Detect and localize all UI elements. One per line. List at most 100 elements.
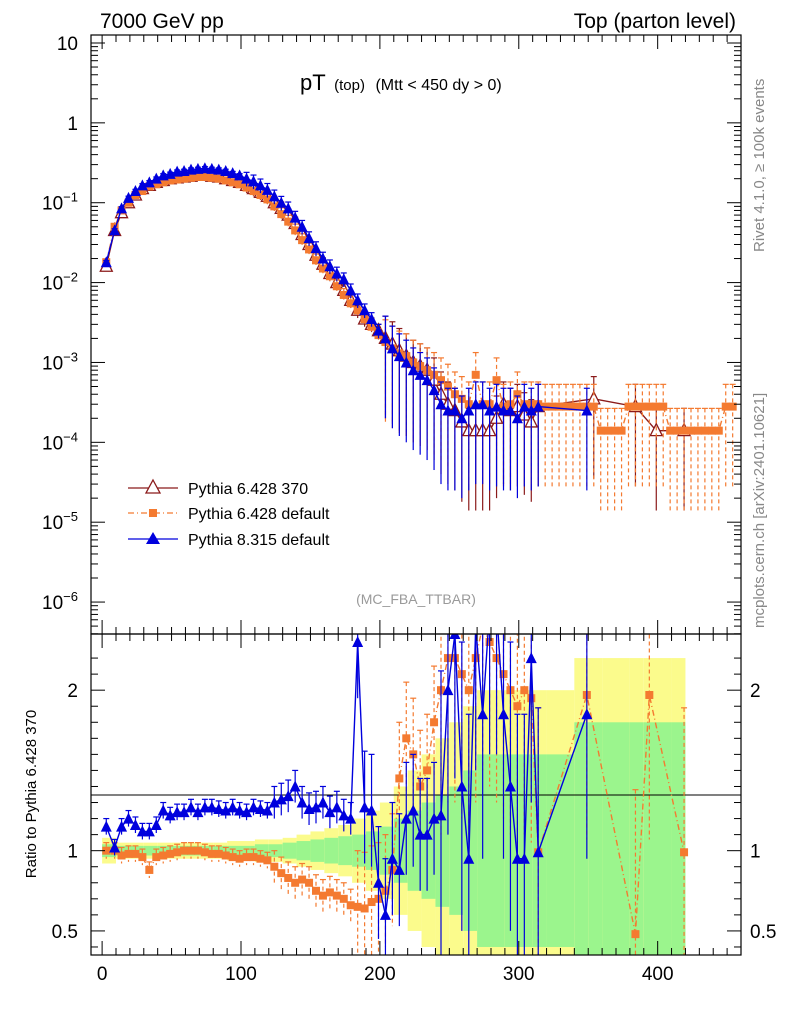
ratio-marker-triangle (227, 801, 239, 813)
main-marker-square (471, 370, 480, 379)
ratio-green-band (574, 722, 589, 955)
main-marker-filled-triangle (296, 220, 308, 232)
ratio-marker-triangle (213, 802, 225, 814)
main-marker-square (193, 172, 202, 181)
ratio-y-tick-label-left: 1 (67, 842, 78, 863)
main-marker-filled-triangle (386, 342, 398, 354)
ratio-marker-triangle (428, 812, 440, 824)
main-marker-filled-triangle (581, 404, 593, 416)
main-marker-square (610, 426, 619, 435)
main-marker-square (277, 210, 286, 219)
plot-title-cut: (Mtt < 450 dy > 0) (375, 77, 501, 94)
main-marker-square (298, 236, 307, 245)
ratio-marker-triangle (100, 820, 112, 832)
main-marker-filled-triangle (310, 242, 322, 254)
main-marker-square (687, 426, 695, 435)
main-marker-square (200, 172, 209, 181)
ratio-marker-triangle (282, 790, 294, 802)
main-marker-square (645, 402, 654, 411)
ratio-marker-square (277, 869, 286, 878)
ratio-marker-triangle (484, 604, 495, 615)
ratio-green-band (366, 831, 380, 870)
main-marker-square (207, 173, 216, 182)
main-y-tick-exponent: −1 (63, 190, 78, 205)
ratio-y-tick-label-right: 2 (750, 681, 761, 702)
main-marker-filled-triangle (136, 179, 148, 191)
ratio-y-tick-label-right: 0.5 (750, 922, 776, 943)
main-marker-square (249, 187, 258, 196)
ratio-green-band (491, 754, 505, 947)
ratio-marker-triangle (261, 804, 273, 816)
main-marker-square (624, 402, 633, 411)
ratio-green-band (310, 839, 325, 862)
ratio-marker-triangle (581, 708, 593, 720)
ratio-marker-square (117, 851, 126, 860)
main-marker-filled-triangle (143, 176, 155, 188)
main-marker-filled-triangle (393, 350, 405, 362)
main-marker-filled-triangle (324, 260, 336, 272)
main-marker-filled-triangle (109, 224, 121, 236)
ratio-green-band (241, 845, 255, 856)
main-marker-square (270, 202, 279, 211)
ratio-marker-square (249, 853, 258, 862)
main-marker-filled-triangle (407, 364, 419, 376)
main-y-tick-base: 10 (42, 274, 63, 295)
main-marker-filled-triangle (129, 185, 141, 197)
ratio-marker-square (214, 849, 223, 858)
ratio-marker-triangle (421, 828, 433, 840)
ratio-green-band (449, 786, 464, 915)
ratio-marker-square (353, 902, 362, 911)
main-marker-filled-triangle (359, 304, 371, 316)
main-marker-square (138, 187, 147, 196)
main-series-line-1 (105, 176, 733, 432)
main-marker-square (492, 376, 501, 385)
ratio-marker-triangle (525, 652, 537, 664)
main-y-tick-exponent: −2 (63, 270, 78, 285)
main-y-tick-label: 10−6 (42, 589, 78, 614)
ratio-green-band (518, 754, 533, 947)
ratio-marker-triangle (338, 809, 350, 821)
main-y-tick-label: 1 (67, 114, 78, 135)
plot-title-sub: (top) (334, 77, 365, 94)
main-marker-filled-triangle (421, 374, 433, 386)
ratio-marker-triangle (498, 708, 509, 720)
main-marker-square (437, 376, 445, 385)
main-marker-filled-triangle (248, 175, 259, 187)
ratio-marker-triangle (123, 812, 134, 824)
main-marker-filled-triangle (373, 324, 384, 336)
ratio-marker-triangle (157, 804, 169, 816)
main-marker-filled-triangle (449, 404, 461, 416)
ratio-marker-triangle (345, 812, 357, 824)
ratio-marker-square (305, 878, 314, 887)
main-marker-filled-triangle (227, 167, 239, 179)
ratio-green-band (282, 842, 297, 859)
mcplots-label: mcplots.cern.ch [arXiv:2401.10621] (751, 393, 768, 628)
ratio-marker-square (235, 854, 244, 863)
ratio-green-band (546, 754, 575, 947)
ratio-marker-square (631, 930, 640, 939)
ratio-green-band (643, 722, 672, 955)
main-marker-filled-triangle (456, 412, 468, 424)
main-marker-square (284, 217, 293, 226)
main-marker-square (555, 402, 564, 411)
ratio-green-band (296, 841, 311, 861)
main-marker-square (166, 176, 175, 185)
ratio-marker-triangle (331, 801, 343, 813)
main-marker-filled-triangle (303, 232, 315, 244)
main-marker-filled-triangle (123, 191, 134, 203)
main-marker-square (666, 426, 675, 435)
main-marker-square (568, 402, 577, 411)
x-axis-tick-label: 100 (225, 964, 257, 985)
plot-title: pT (top) (Mtt < 450 dy > 0) (300, 70, 502, 95)
analysis-watermark: (MC_FBA_TTBAR) (356, 591, 476, 607)
main-marker-square (596, 426, 605, 435)
main-y-tick-base: 10 (42, 593, 63, 614)
ratio-marker-triangle (129, 818, 141, 830)
ratio-y-tick-label-right: 1 (750, 842, 761, 863)
main-marker-filled-triangle (532, 400, 544, 412)
main-marker-square (256, 190, 265, 199)
main-marker-square (575, 402, 584, 411)
ratio-green-band (421, 802, 436, 899)
legend-label-pythia6-370: Pythia 6.428 370 (188, 481, 308, 498)
